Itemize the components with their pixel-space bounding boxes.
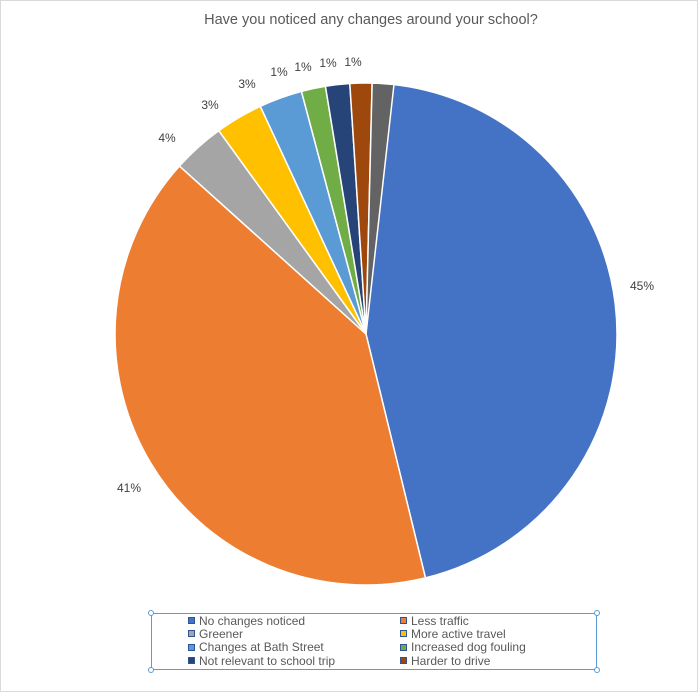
chart-legend[interactable]: No changes noticed Less traffic Greener Mor… — [148, 610, 600, 673]
pie-slice-9[interactable] — [365, 82, 395, 335]
legend-swatch — [188, 617, 195, 625]
legend-item-8[interactable]: Harder to drive — [400, 653, 588, 668]
legend-swatch — [400, 643, 407, 651]
data-label-4: 3% — [201, 98, 219, 112]
legend-label: Harder to drive — [411, 653, 491, 668]
legend-item-6[interactable]: Increased dog fouling — [400, 640, 588, 655]
resize-handle-top-right[interactable] — [594, 610, 600, 616]
chart-title: Have you noticed any changes around your… — [204, 12, 538, 28]
legend-swatch — [188, 630, 195, 638]
legend-entries: No changes noticed Less traffic Greener Mor… — [188, 613, 588, 668]
resize-handle-bottom-left[interactable] — [148, 667, 154, 673]
data-label-1: 45% — [630, 279, 654, 293]
legend-swatch — [188, 643, 195, 651]
legend-label: Greener — [199, 626, 244, 641]
data-label-2: 41% — [117, 481, 141, 495]
legend-swatch — [188, 657, 195, 665]
pie-slices — [114, 82, 618, 586]
legend-swatch — [400, 657, 407, 665]
pie-slice-2[interactable] — [114, 164, 427, 586]
legend-item-1[interactable]: No changes noticed — [188, 613, 400, 628]
legend-label: Increased dog fouling — [411, 640, 526, 655]
legend-swatch — [400, 617, 407, 625]
legend-label: No changes noticed — [199, 613, 306, 628]
legend-item-5[interactable]: Changes at Bath Street — [188, 640, 400, 655]
data-label-6: 1% — [270, 65, 288, 79]
resize-handle-top-left[interactable] — [148, 610, 154, 616]
data-label-3: 4% — [158, 131, 176, 145]
data-label-9: 1% — [344, 55, 362, 69]
resize-handle-bottom-right[interactable] — [594, 667, 600, 673]
pie-data-labels: 45% 41% 4% 3% 3% 1% 1% 1% 1% — [117, 55, 654, 495]
pie-slice-1[interactable] — [365, 82, 618, 579]
data-label-8: 1% — [319, 56, 337, 70]
legend-item-3[interactable]: Greener — [188, 626, 400, 641]
legend-item-4[interactable]: More active travel — [400, 626, 588, 641]
legend-label: Not relevant to school trip — [199, 653, 336, 668]
legend-swatch — [400, 630, 407, 638]
data-label-5: 3% — [238, 77, 256, 91]
legend-label: Changes at Bath Street — [199, 640, 324, 655]
legend-label: More active travel — [411, 626, 506, 641]
legend-item-7[interactable]: Not relevant to school trip — [188, 653, 400, 668]
legend-label: Less traffic — [411, 613, 469, 628]
data-label-7: 1% — [294, 60, 312, 74]
legend-item-2[interactable]: Less traffic — [400, 613, 588, 628]
